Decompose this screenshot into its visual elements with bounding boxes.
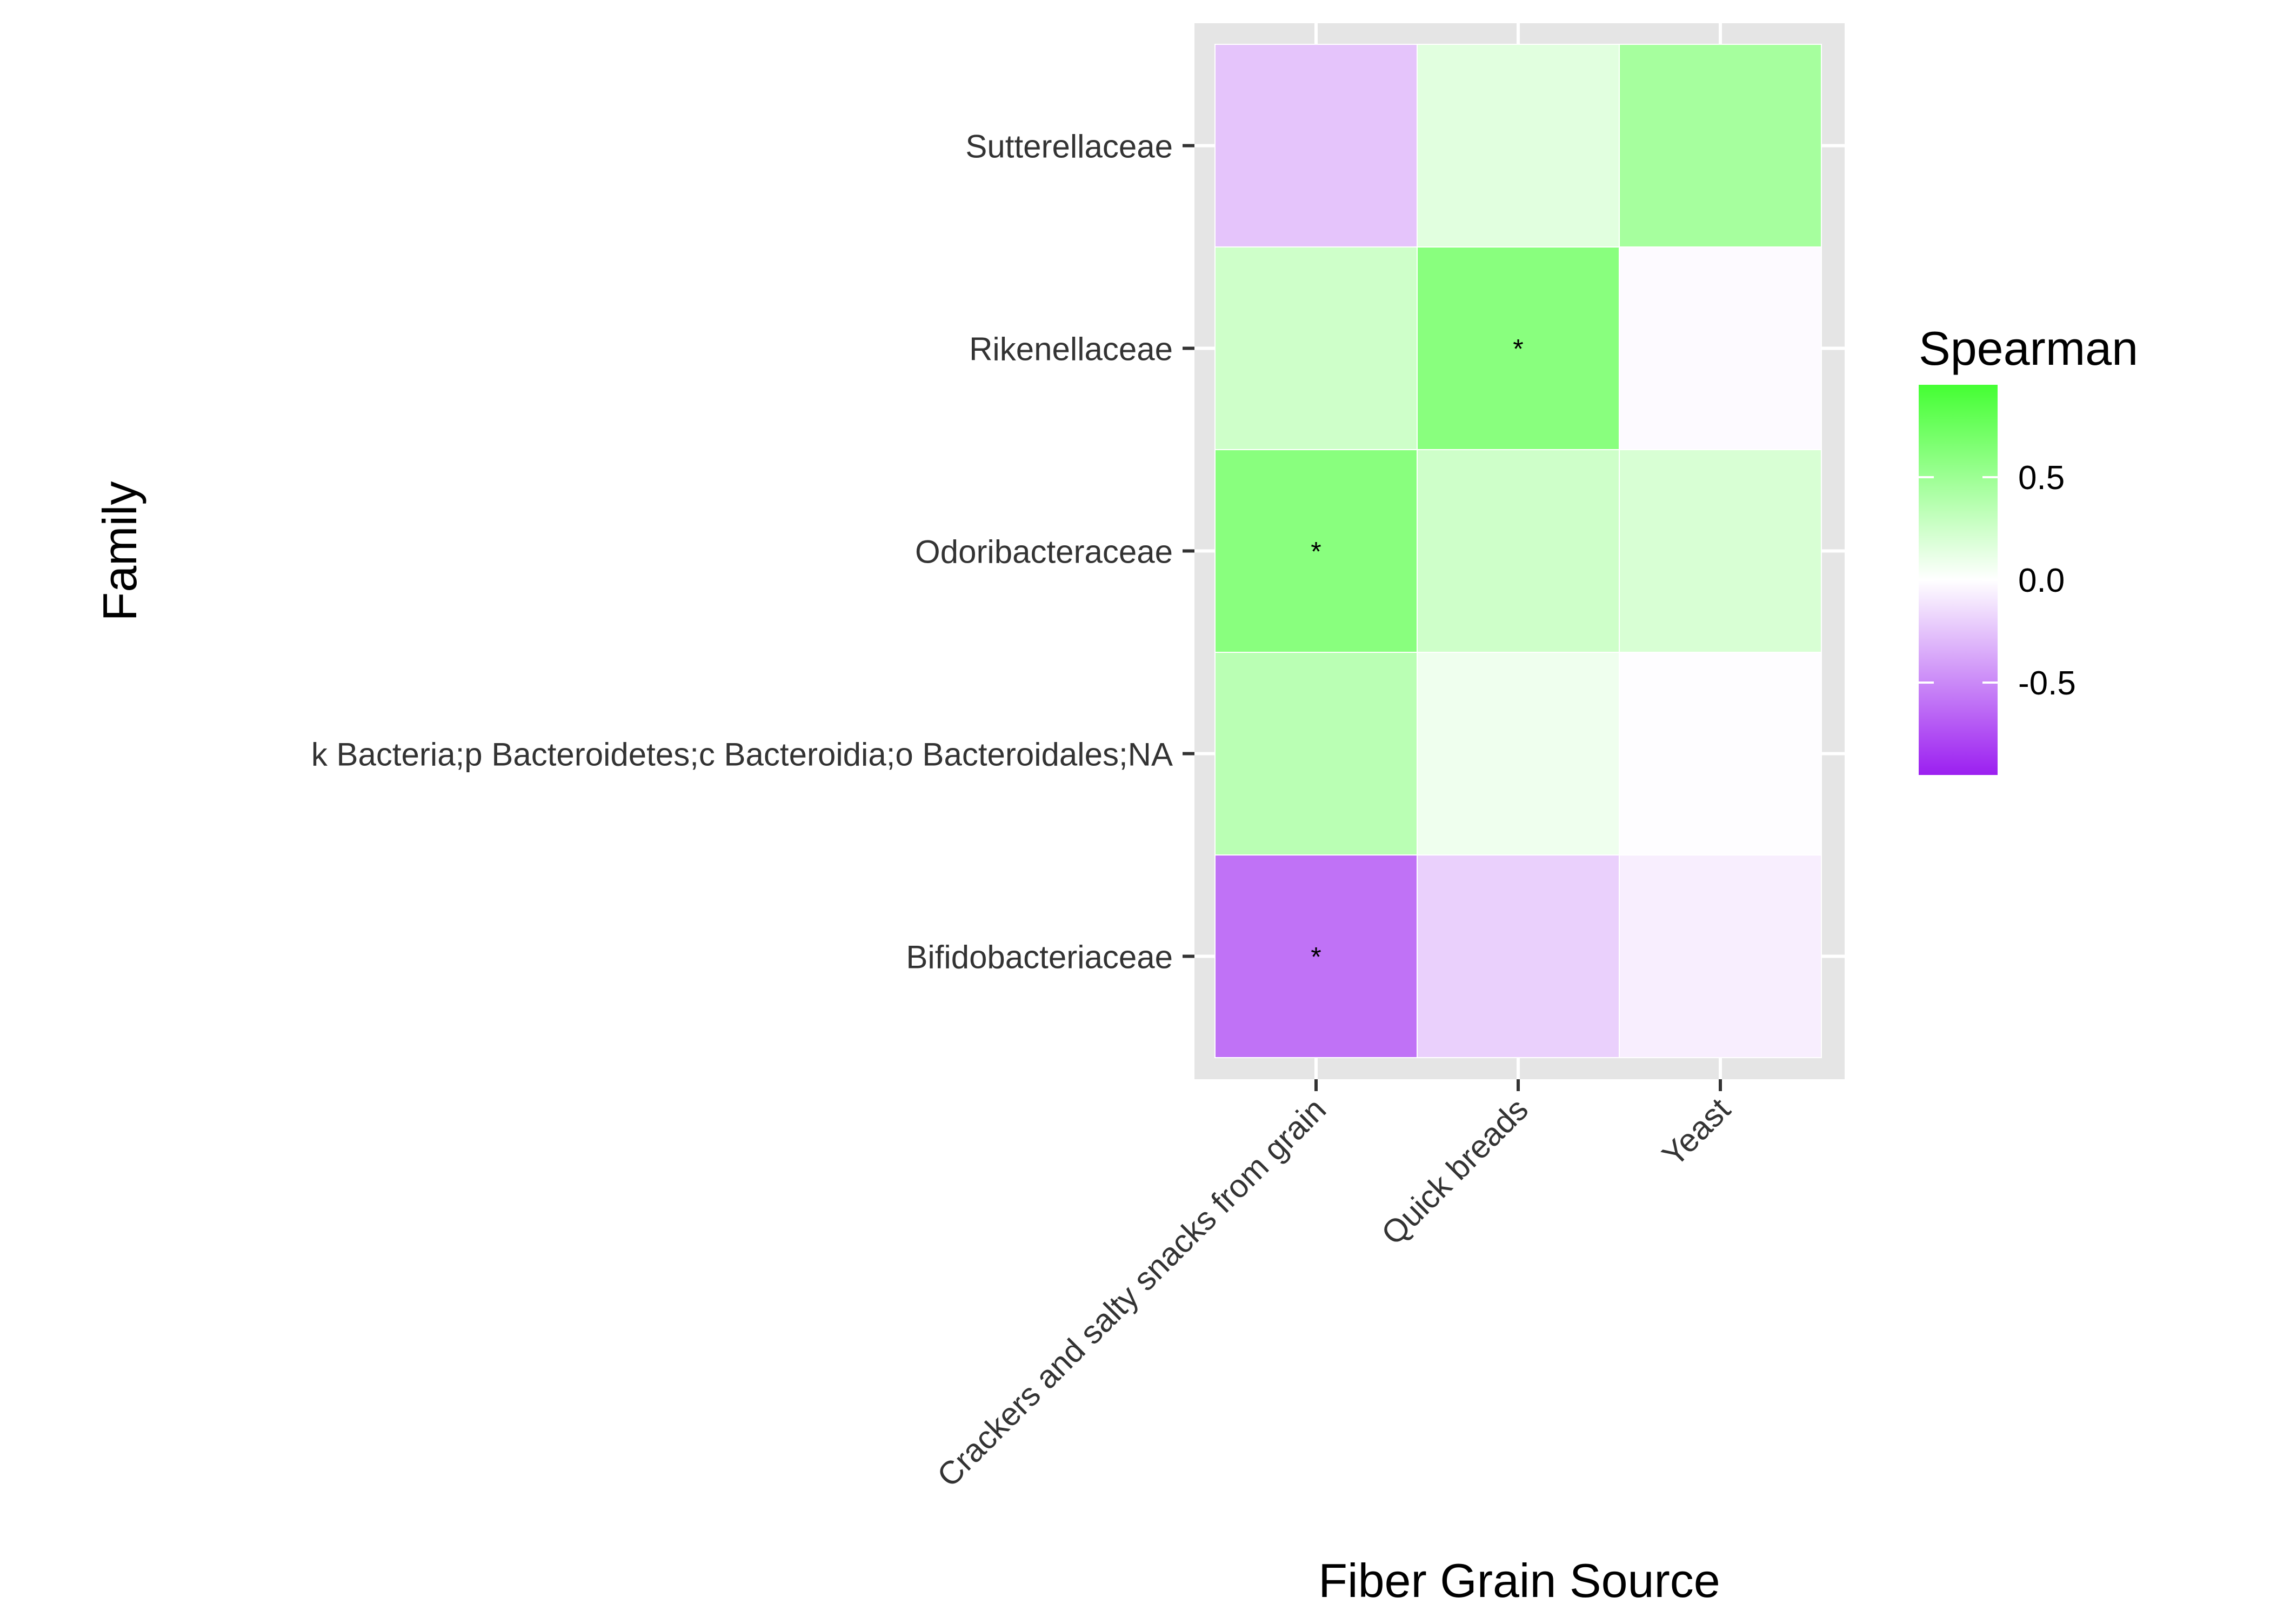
heatmap-cells (1214, 44, 1822, 1058)
heatmap-cell (1417, 652, 1620, 856)
heatmap-cell (1619, 246, 1822, 450)
heatmap-cell (1417, 449, 1620, 653)
heatmap-cell (1214, 44, 1418, 248)
significance-mark: * (1311, 942, 1321, 972)
y-tick-label: Odoribacteraceae (915, 534, 1173, 570)
y-tick-label: k Bacteria;p Bacteroidetes;c Bacteroidia… (311, 737, 1173, 773)
heatmap-cell (1417, 854, 1620, 1058)
y-tick-label: Bifidobacteriaceae (906, 939, 1173, 975)
heatmap-cell (1619, 449, 1822, 653)
heatmap-cell (1417, 246, 1620, 450)
significance-mark: * (1513, 334, 1523, 364)
heatmap-cell (1214, 449, 1418, 653)
heatmap-cell (1619, 652, 1822, 856)
legend-tick-label: -0.5 (2018, 665, 2076, 702)
legend-tick-label: 0.0 (2018, 562, 2065, 599)
heatmap-cell (1214, 652, 1418, 856)
legend: Spearman 0.5 0.0 -0.5 (1919, 322, 2138, 775)
heatmap-cell (1417, 44, 1620, 248)
y-axis-title: Family (93, 481, 146, 621)
significance-mark: * (1311, 537, 1321, 567)
x-tick-label: Crackers and salty snacks from grain (930, 1091, 1333, 1494)
legend-tick-label: 0.5 (2018, 459, 2065, 497)
y-axis: Sutterellaceae Rikenellaceae Odoribacterac… (311, 129, 1194, 975)
heatmap-cell (1214, 854, 1418, 1058)
legend-ticks: 0.5 0.0 -0.5 (1919, 459, 2076, 702)
heatmap-cell (1619, 44, 1822, 248)
x-tick-label: Quick breads (1374, 1091, 1535, 1252)
y-tick-label: Rikenellaceae (969, 331, 1173, 367)
heatmap-cell (1619, 854, 1822, 1058)
x-tick-label: Yeast (1655, 1091, 1737, 1173)
heatmap-cell (1214, 246, 1418, 450)
significance-marks: * * * (1311, 334, 1523, 972)
x-axis-title: Fiber Grain Source (1318, 1554, 1720, 1607)
legend-title: Spearman (1919, 322, 2138, 375)
y-tick-label: Sutterellaceae (965, 129, 1173, 165)
x-axis: Crackers and salty snacks from grain Quic… (930, 1079, 1737, 1494)
